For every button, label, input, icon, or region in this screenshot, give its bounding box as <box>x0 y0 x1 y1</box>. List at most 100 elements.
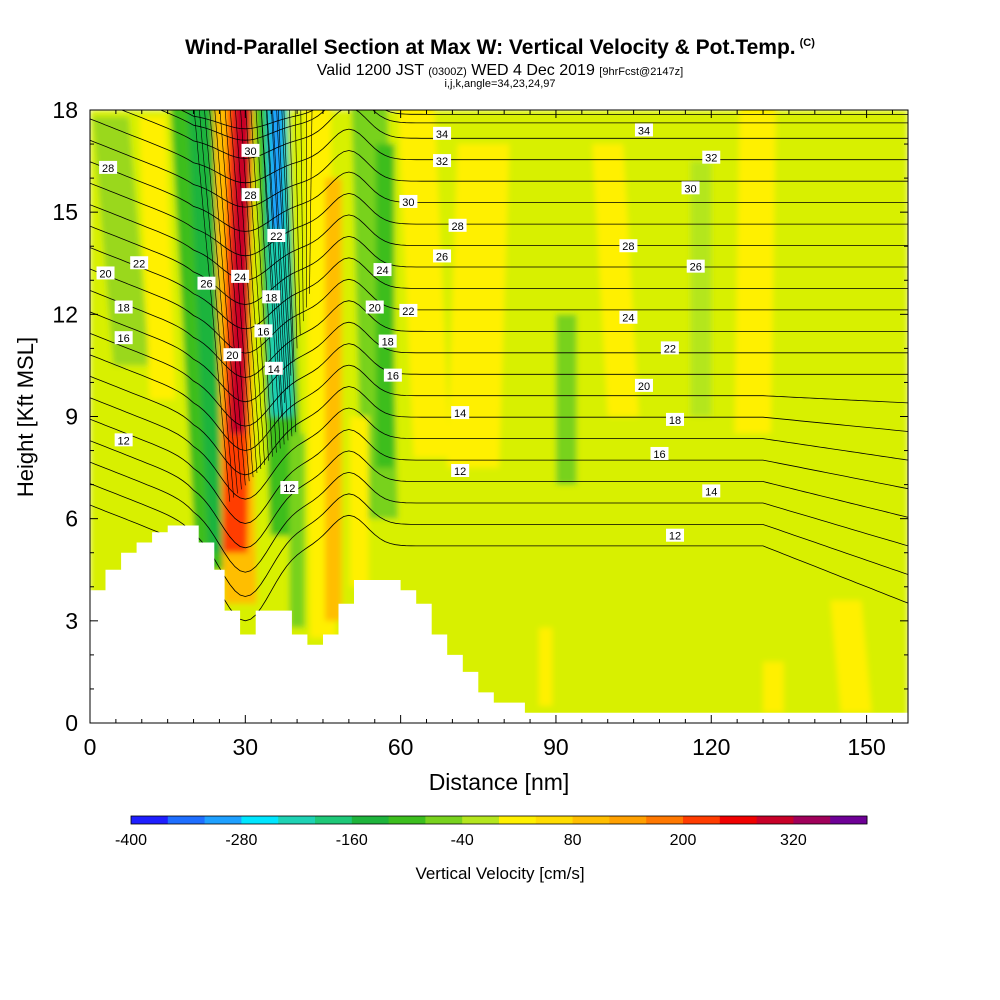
theta-contour <box>199 110 234 498</box>
theta-label: 18 <box>262 290 281 304</box>
theta-label: 30 <box>399 194 418 209</box>
theta-contour <box>90 268 908 354</box>
theta-label: 14 <box>451 406 470 420</box>
theta-label: 22 <box>660 341 679 355</box>
theta-label: 28 <box>619 239 638 253</box>
theta-label: 28 <box>448 218 467 233</box>
theta-label-text: 22 <box>133 258 145 270</box>
colorbar-swatch <box>241 816 279 824</box>
theta-contour <box>266 110 285 403</box>
theta-label-text: 20 <box>369 303 381 315</box>
theta-label: 16 <box>383 368 402 383</box>
x-tick-label: 150 <box>847 734 885 760</box>
theta-label-box <box>223 348 242 362</box>
theta-contour <box>90 118 908 184</box>
theta-label: 20 <box>634 378 653 393</box>
theta-label-text: 14 <box>705 486 717 498</box>
colorbar-swatch <box>646 816 684 824</box>
theta-label-text: 16 <box>387 371 399 383</box>
theta-contour <box>294 110 301 335</box>
theta-label-box <box>378 334 397 348</box>
theta-contour <box>90 504 908 622</box>
theta-label: 20 <box>96 266 115 280</box>
theta-label-text: 32 <box>436 156 448 168</box>
theta-label-box <box>399 194 418 208</box>
colorbar-swatch <box>278 816 316 824</box>
theta-label: 24 <box>619 310 638 325</box>
y-tick-label: 3 <box>65 608 78 634</box>
colorbar-swatch <box>719 816 758 824</box>
theta-label-text: 24 <box>622 313 634 325</box>
theta-label-text: 12 <box>118 435 130 447</box>
colorbar-swatch <box>462 816 500 824</box>
theta-label-box <box>660 341 679 355</box>
theta-label-text: 34 <box>436 129 448 141</box>
theta-label-box <box>702 484 721 498</box>
theta-contour <box>90 440 908 549</box>
x-tick-label: 90 <box>543 734 569 760</box>
theta-contour <box>90 461 908 573</box>
colorbar-tick-label: 80 <box>564 832 582 849</box>
theta-label-box <box>383 368 402 382</box>
theta-contour <box>90 418 908 524</box>
forecast-info: [9hrFcst@2147z] <box>599 66 684 78</box>
colorbar-swatch <box>167 816 206 824</box>
theta-label-text: 18 <box>382 337 394 349</box>
theta-contour <box>204 110 238 494</box>
potential-temperature-contours <box>90 110 908 622</box>
theta-label: 24 <box>231 269 250 284</box>
theta-label-text: 28 <box>244 190 256 202</box>
colorbar-swatch <box>388 816 426 824</box>
theta-contour <box>289 110 298 349</box>
colorbar-swatch <box>351 816 390 824</box>
theta-label: 30 <box>681 181 700 195</box>
velocity-cell <box>289 433 305 628</box>
colorbar: -400 -280 -160 -40 80 200 320 <box>115 815 868 849</box>
theta-label: 24 <box>373 263 392 277</box>
theta-label-box <box>280 481 299 495</box>
velocity-cell <box>349 416 369 587</box>
theta-label: 18 <box>666 412 685 427</box>
theta-label: 22 <box>267 229 286 243</box>
theta-label: 22 <box>130 256 149 270</box>
velocity-cell <box>139 116 176 400</box>
colorbar-swatch <box>535 816 574 824</box>
theta-contour <box>90 225 908 305</box>
colorbar-swatch <box>204 816 242 824</box>
theta-label-text: 30 <box>684 183 696 195</box>
theta-label-text: 22 <box>402 306 414 318</box>
theta-contour <box>245 110 269 461</box>
terrain <box>90 525 908 723</box>
theta-contour <box>90 354 908 451</box>
theta-label: 32 <box>702 150 721 165</box>
theta-label-box <box>634 123 653 137</box>
theta-label-text: 24 <box>376 265 388 277</box>
velocity-cell <box>830 600 872 713</box>
colorbar-tick-label: -40 <box>451 832 474 849</box>
theta-label: 32 <box>433 154 452 168</box>
theta-contour <box>260 110 281 449</box>
colorbar-tick-label: 320 <box>780 832 807 849</box>
theta-label-box <box>262 290 281 304</box>
theta-label: 12 <box>114 433 133 447</box>
theta-contour <box>281 110 297 433</box>
theta-label-box <box>114 300 133 314</box>
theta-label-text: 32 <box>705 153 717 165</box>
colorbar-tick-label: -280 <box>225 832 257 849</box>
theta-label-text: 12 <box>454 466 466 478</box>
theta-label: 18 <box>114 300 133 315</box>
theta-label-box <box>365 300 384 314</box>
theta-label-text: 30 <box>244 146 256 158</box>
theta-label: 26 <box>197 276 216 291</box>
y-tick-label: 18 <box>52 97 78 123</box>
x-tick-label: 0 <box>84 734 97 760</box>
theta-label-box <box>254 324 273 338</box>
y-tick-label: 15 <box>52 199 78 225</box>
valid-prefix: Valid 1200 JST <box>316 62 424 79</box>
theta-contour <box>120 110 908 159</box>
chart-subtitle: Valid 1200 JST (0300Z) WED 4 Dec 2019 [9… <box>0 62 1000 80</box>
theta-label-text: 28 <box>451 221 463 233</box>
theta-contour <box>224 110 254 478</box>
theta-label: 28 <box>241 188 260 202</box>
